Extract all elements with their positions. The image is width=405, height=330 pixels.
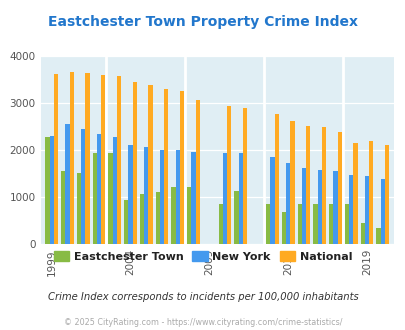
Bar [108, 153, 112, 244]
Bar [243, 108, 247, 244]
Bar [117, 76, 121, 244]
Bar [155, 192, 160, 244]
Bar [333, 171, 337, 244]
Bar [187, 187, 191, 244]
Bar [45, 138, 49, 244]
Bar [191, 152, 195, 244]
Bar [384, 146, 388, 244]
Bar [344, 204, 348, 244]
Bar [234, 191, 238, 244]
Bar [238, 152, 243, 244]
Bar [286, 163, 290, 244]
Bar [112, 137, 117, 244]
Bar [49, 136, 53, 244]
Bar [139, 194, 144, 244]
Bar [171, 187, 175, 244]
Bar [124, 200, 128, 244]
Bar [301, 168, 305, 244]
Bar [128, 145, 132, 244]
Bar [61, 171, 65, 244]
Bar [65, 124, 69, 244]
Bar [270, 157, 274, 244]
Bar [352, 143, 357, 244]
Bar [164, 89, 168, 244]
Bar [364, 176, 368, 244]
Bar [290, 121, 294, 244]
Bar [274, 115, 278, 244]
Bar [227, 106, 231, 244]
Bar [360, 223, 364, 244]
Bar [77, 173, 81, 244]
Bar [132, 82, 136, 244]
Bar [321, 127, 325, 244]
Bar [348, 175, 352, 244]
Bar [53, 75, 58, 244]
Bar [375, 228, 380, 244]
Bar [69, 72, 74, 244]
Legend: Eastchester Town, New York, National: Eastchester Town, New York, National [49, 247, 356, 267]
Text: Eastchester Town Property Crime Index: Eastchester Town Property Crime Index [48, 15, 357, 29]
Bar [144, 147, 148, 244]
Bar [281, 212, 286, 244]
Bar [297, 204, 301, 244]
Bar [148, 85, 152, 244]
Bar [81, 129, 85, 244]
Bar [96, 134, 101, 244]
Bar [179, 91, 184, 244]
Bar [85, 73, 90, 244]
Bar [317, 170, 321, 244]
Bar [313, 204, 317, 244]
Bar [160, 150, 164, 244]
Bar [222, 153, 227, 244]
Bar [337, 132, 341, 244]
Text: Crime Index corresponds to incidents per 100,000 inhabitants: Crime Index corresponds to incidents per… [47, 292, 358, 302]
Bar [380, 179, 384, 244]
Text: © 2025 CityRating.com - https://www.cityrating.com/crime-statistics/: © 2025 CityRating.com - https://www.city… [64, 318, 341, 327]
Bar [101, 75, 105, 244]
Bar [265, 204, 270, 244]
Bar [218, 204, 222, 244]
Bar [328, 204, 333, 244]
Bar [175, 150, 179, 244]
Bar [195, 100, 199, 244]
Bar [368, 141, 373, 244]
Bar [305, 126, 309, 244]
Bar [92, 152, 96, 244]
